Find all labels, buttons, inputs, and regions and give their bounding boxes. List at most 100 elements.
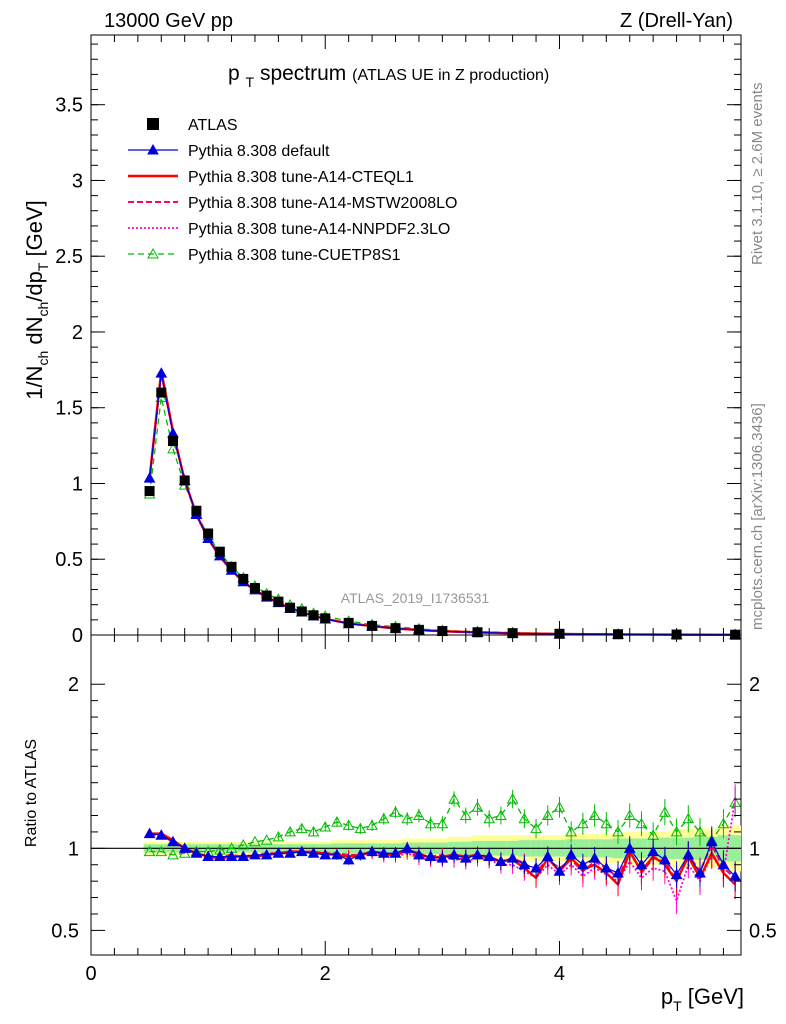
process-label: Z (Drell-Yan) [620,10,733,32]
legend-label-0: ATLAS [188,117,238,134]
ratio-marker-ratio_cuetp8s1 [448,793,460,804]
x-axis-label: pT [GeV] [661,984,744,1014]
ratio-marker-ratio_cuetp8s1 [413,809,425,821]
ratio-marker-ratio_default [319,848,332,860]
ratio-marker-ratio_cuetp8s1 [518,812,531,824]
ratio-marker-ratio_default [143,827,156,839]
ratio-marker-ratio_cuetp8s1 [553,801,566,812]
ratio-marker-ratio_default [202,850,214,862]
ratio-marker-ratio_cuetp8s1 [588,809,601,821]
ratio-marker-ratio_default [272,847,285,858]
ratio-marker-ratio_default [694,866,706,878]
main-marker-ratio_default [155,367,168,378]
ratio-y-tick-label: 0.5 [51,920,79,942]
ratio-marker-ratio_default [506,852,519,863]
atlas-point [203,528,214,539]
x-tick-label: 4 [554,963,565,985]
ratio-marker-ratio_cuetp8s1 [506,793,519,804]
ylabel-part-3: ch [35,302,51,317]
ratio-marker-ratio_cuetp8s1 [694,825,706,837]
ratio-marker-ratio_default [647,845,660,857]
ratio-marker-ratio_cuetp8s1 [319,820,332,832]
atlas-point [343,617,354,628]
ratio-marker-ratio_default [623,842,636,853]
ratio-marker-ratio_default [424,850,437,862]
ratio-marker-ratio_cuetp8s1 [284,825,296,837]
xlabel-sub: T [673,998,682,1014]
mcplots-label: mcplots.cern.ch [arXiv:1306.3436] [749,403,766,630]
atlas-point [238,573,249,584]
ratio-marker-ratio_default [366,845,378,857]
ratio-marker-ratio_default [588,852,601,863]
ratio-marker-ratio_cuetp8s1 [600,817,613,829]
ratio-curve-ratio_cuetp8s1 [149,797,736,856]
ratio-marker-ratio_cuetp8s1 [377,812,390,824]
ratio-marker-ratio_default [237,850,250,862]
ratio-marker-ratio_cuetp8s1 [682,812,695,824]
atlas-point [613,629,624,640]
ylabel-part-1: ch [35,351,51,366]
atlas-point [472,627,483,638]
ratio-marker-ratio_default [635,858,648,870]
analysis-label: ATLAS_2019_I1736531 [341,590,490,606]
rivet-label: Rivet 3.1.10, ≥ 2.6M events [749,83,766,266]
ratio-marker-ratio_default [670,868,683,880]
ratio-plot-frame [90,634,742,956]
ratio-marker-ratio_cuetp8s1 [307,825,320,837]
ratio-marker-ratio_default [307,847,320,858]
ratio-marker-ratio_cuetp8s1 [541,809,554,821]
atlas-point [273,596,284,607]
legend-label-4: Pythia 8.308 tune-A14-NNPDF2.3LO [188,221,450,238]
ratio-marker-ratio_default [401,842,414,853]
energy-label: 13000 GeV pp [104,10,233,32]
ratio-marker-ratio_default [577,858,589,870]
legend-label-2: Pythia 8.308 tune-A14-CTEQL1 [188,169,414,186]
y-tick-label: 2 [72,322,83,344]
chart-title-rest: spectrum [260,62,346,85]
y-tick-label: 2.5 [55,246,83,268]
y-axis-label: 1/Nch dNch/dpT [GeV] [22,200,51,400]
legend-label-5: Pythia 8.308 tune-CUETP8S1 [188,247,401,264]
y-tick-label: 1 [72,473,83,495]
atlas-point [261,590,272,601]
ratio-y-tick-label-right: 2 [749,674,760,696]
ratio-marker-ratio_default [167,835,179,847]
ratio-marker-ratio_cuetp8s1 [424,817,437,829]
atlas-point [308,610,319,621]
main-marker-ratio_cuetp8s1 [167,442,179,454]
ratio-marker-ratio_cuetp8s1 [565,825,578,837]
ratio-y-tick-label-right: 0.5 [749,920,777,942]
atlas-point [249,583,260,594]
x-tick-label: 2 [320,963,331,985]
atlas-point [156,387,167,398]
ratio-curve-ratio_nnpdf [149,798,737,904]
ratio-marker-ratio_default [705,835,718,847]
ylabel-part-6: [GeV] [22,200,47,262]
ratio-marker-ratio_default [471,848,484,860]
ratio-marker-ratio_default [213,850,226,862]
ratio-marker-ratio_cuetp8s1 [167,848,179,860]
ratio-marker-ratio_cuetp8s1 [366,819,378,830]
ratio-marker-ratio_cuetp8s1 [495,809,507,821]
ratio-marker-ratio_default [495,855,507,866]
ratio-marker-ratio_default [331,848,343,860]
main-ticks: 0 0.5 1 1.5 2 2.5 3 3.5 [55,35,741,647]
ratio-marker-ratio_default [249,848,261,860]
xlabel-unit: [GeV] [682,984,744,1009]
ratio-marker-ratio_default [295,845,308,857]
atlas-point [167,436,178,447]
legend-marker-1 [147,143,159,155]
ratio-marker-ratio_cuetp8s1 [623,809,636,821]
ylabel-part-2: dN [22,317,47,351]
atlas-point [191,505,202,516]
ratio-y-tick-label: 2 [68,674,79,696]
atlas-point [320,613,331,624]
chart-title: p T spectrum (ATLAS UE in Z production) [228,62,549,92]
ratio-marker-ratio_cuetp8s1 [670,825,683,837]
ratio-marker-ratio_default [530,861,542,873]
ratio-marker-ratio_default [717,858,730,870]
y-tick-label: 3 [72,170,83,192]
legend: ATLAS Pythia 8.308 default Pythia 8.308 tu… [128,117,457,264]
ratio-marker-ratio_cuetp8s1 [249,835,261,847]
